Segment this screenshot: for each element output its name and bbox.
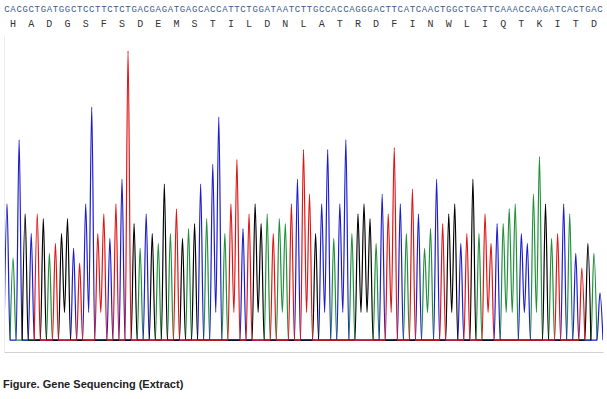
amino-acid: N (282, 19, 288, 30)
traces (4, 51, 603, 340)
trace (4, 107, 603, 340)
amino-acid: T (573, 19, 579, 30)
base-letter: G (446, 5, 451, 15)
base-letter: G (41, 5, 46, 15)
amino-acid: E (155, 19, 161, 30)
amino-acid: I (228, 19, 234, 30)
y-axis (4, 37, 5, 353)
amino-acid: L (464, 19, 470, 30)
amino-acid: N (428, 19, 434, 30)
amino-acid: T (518, 19, 524, 30)
amino-acid: Q (500, 19, 506, 30)
base-letter: G (131, 5, 136, 15)
base-letter: G (65, 5, 70, 15)
base-letter: G (543, 5, 548, 15)
y-axis-line (4, 37, 5, 353)
base-letter: G (59, 5, 64, 15)
amino-acid: L (246, 19, 252, 30)
base-letter: G (313, 5, 318, 15)
amino-acid: W (446, 19, 452, 30)
base-letter: C (597, 5, 603, 15)
base-letter: G (452, 5, 457, 15)
base-letter: G (180, 5, 185, 15)
amino-acid: D (137, 19, 143, 30)
amino-acid: D (46, 19, 52, 30)
base-letter: G (258, 5, 263, 15)
amino-acid: A (319, 19, 325, 30)
base-letter: G (470, 5, 475, 15)
base-letter: G (585, 5, 590, 15)
amino-acid: S (83, 19, 89, 30)
amino-acid: D (264, 19, 270, 30)
amino-acid: A (28, 19, 34, 30)
trace (22, 179, 591, 340)
x-axis (5, 352, 604, 353)
base-letter: G (162, 5, 167, 15)
amino-acid: S (119, 19, 125, 30)
x-axis-line (5, 352, 604, 353)
amino-acid: I (555, 19, 561, 30)
amino-acid: G (65, 19, 71, 30)
base-letter: G (367, 5, 372, 15)
amino-acid: L (300, 19, 306, 30)
amino-acid: I (482, 19, 488, 30)
translation: HADGSFSDEMSTILDNLATRDFINWLIQTKITD (10, 19, 597, 30)
base-letter: G (361, 5, 366, 15)
amino-acid: H (10, 19, 16, 30)
amino-acid: D (373, 19, 379, 30)
amino-acid: M (173, 19, 179, 30)
chart: CACGCTGATGGCTCCTTCTCTGACGAGATGAGCACCATTC… (0, 0, 607, 399)
amino-acid: K (536, 19, 542, 30)
sequence: CACGCTGATGGCTCCTTCTCTGACGAGATGAGCACCATTC… (4, 5, 603, 15)
trace (34, 51, 585, 340)
base-letter: G (192, 5, 197, 15)
caption: Figure. Gene Sequencing (Extract) (3, 378, 184, 390)
amino-acid: F (391, 19, 397, 30)
amino-acid: F (101, 19, 107, 30)
amino-acid: S (192, 19, 198, 30)
amino-acid: T (337, 19, 343, 30)
base-letter: G (22, 5, 27, 15)
base-letter: G (150, 5, 155, 15)
base-letter: G (252, 5, 257, 15)
amino-acid: R (355, 19, 361, 30)
amino-acid: D (591, 19, 597, 30)
amino-acid: T (210, 19, 216, 30)
base-letter: G (355, 5, 360, 15)
amino-acid: I (409, 19, 415, 30)
